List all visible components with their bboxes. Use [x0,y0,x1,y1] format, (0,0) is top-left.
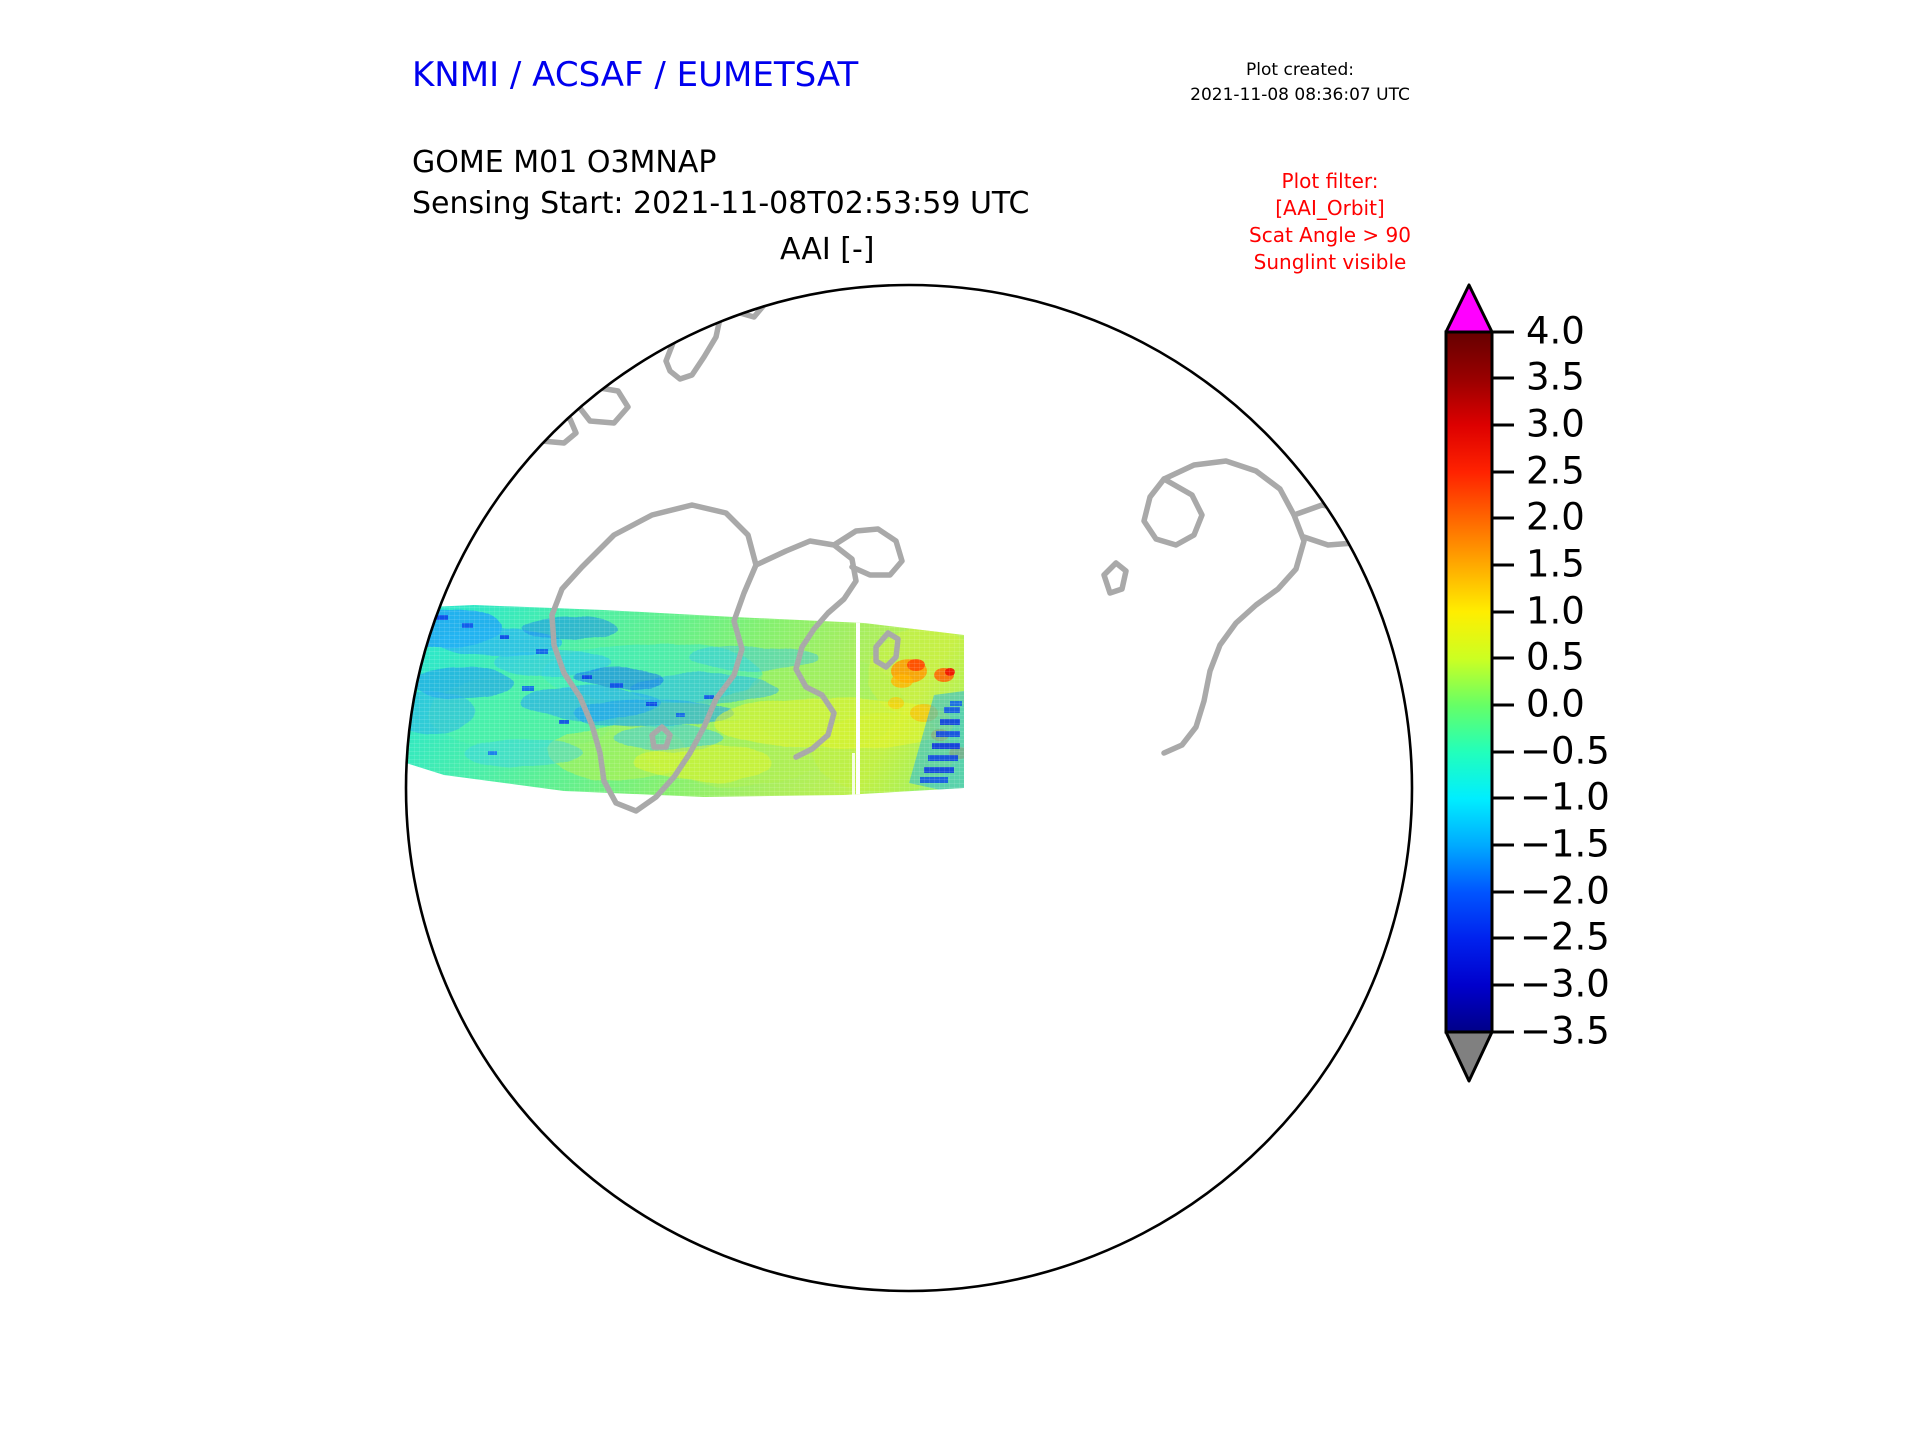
colorbar-gradient-bar [1444,330,1494,1034]
colorbar-over-arrow [1444,283,1494,334]
aai-swath-data [406,605,964,797]
plot-filter-block: Plot filter: [AAI_Orbit] Scat Angle > 90… [1200,168,1460,276]
aai-colorbar: 4.0 3.5 3.0 2.5 2.0 1.5 1.0 0.5 0.0 −0.5… [1444,283,1610,1083]
sensing-start-line: Sensing Start: 2021-11-08T02:53:59 UTC [412,186,1030,221]
map-plot-area [404,283,1414,1293]
plot-filter-scat-angle: Scat Angle > 90 [1249,223,1411,247]
orthographic-map [404,283,1414,1293]
colorbar-tick-label: −1.5 [1520,823,1610,866]
colorbar-tick-label: −2.0 [1520,870,1610,913]
product-info-block: GOME M01 O3MNAP Sensing Start: 2021-11-0… [412,142,1029,224]
colorbar-tick-label: 0.0 [1526,683,1585,726]
colorbar-tick-labels: 4.0 3.5 3.0 2.5 2.0 1.5 1.0 0.5 0.0 −0.5… [1520,310,1610,1053]
colorbar-under-arrow [1444,1030,1494,1083]
colorbar-ticks [1492,330,1514,1034]
colorbar-tick-label: −3.5 [1520,1010,1610,1053]
colorbar-tick-label: −1.0 [1520,776,1610,819]
plot-filter-variable: [AAI_Orbit] [1275,196,1385,220]
colorbar-tick-label: −0.5 [1520,730,1610,773]
colorbar-tick-label: −2.5 [1520,916,1610,959]
colorbar-tick-label: 2.0 [1526,496,1585,539]
colorbar-tick-label: 1.0 [1526,590,1585,633]
organisation-title: KNMI / ACSAF / EUMETSAT [412,55,859,95]
colorbar-tick-label: 0.5 [1526,636,1585,679]
colorbar-tick-label: 1.5 [1526,543,1585,586]
plot-filter-sunglint: Sunglint visible [1253,250,1407,274]
colorbar-tick-label: 3.0 [1526,403,1585,446]
globe-limb-circle [404,283,1414,1293]
colorbar-tick-label: 3.5 [1526,356,1585,399]
colorbar-panel: 4.0 3.5 3.0 2.5 2.0 1.5 1.0 0.5 0.0 −0.5… [1430,275,1750,1095]
plot-created-timestamp: 2021-11-08 08:36:07 UTC [1190,85,1410,105]
plot-created-label: Plot created: [1246,60,1354,80]
colorbar-tick-label: 2.5 [1526,450,1585,493]
plot-filter-label: Plot filter: [1281,169,1379,193]
colorbar-tick-label: 4.0 [1526,310,1585,353]
quantity-title: AAI [-] [780,232,875,267]
instrument-product-line: GOME M01 O3MNAP [412,145,717,180]
plot-created-block: Plot created: 2021-11-08 08:36:07 UTC [1150,58,1450,108]
colorbar-tick-label: −3.0 [1520,963,1610,1006]
